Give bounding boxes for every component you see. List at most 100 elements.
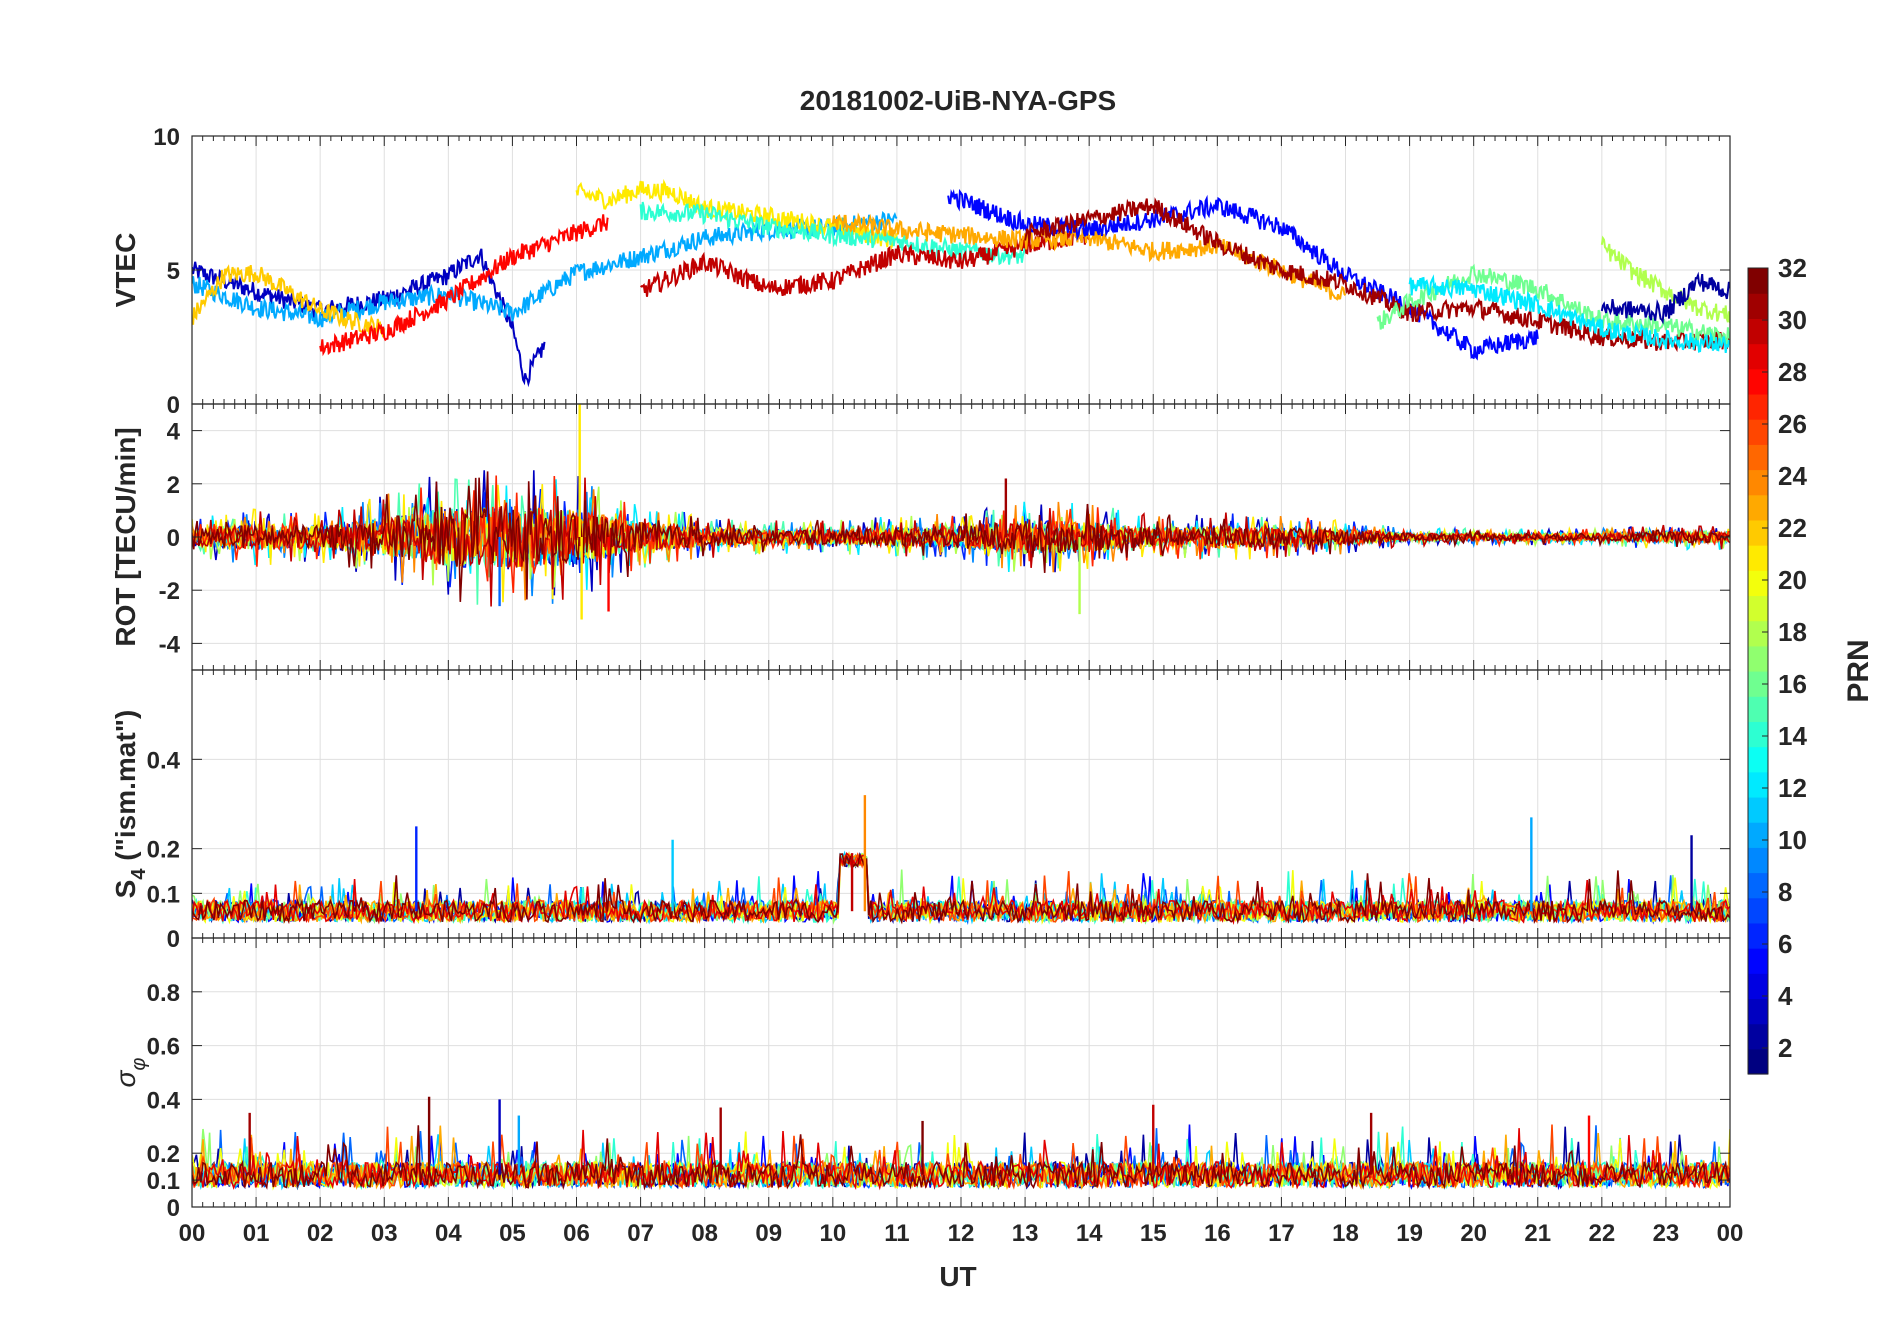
x-tick-label: 11 — [884, 1220, 909, 1247]
panel-3: 00.10.20.4S4 ("ism.mat") — [110, 669, 1731, 953]
y-tick-label: 0 — [167, 392, 180, 419]
vtec-series-prn-12 — [1408, 274, 1730, 354]
y-label-sub: φ — [128, 1058, 150, 1071]
y-tick-label: 0.8 — [147, 980, 180, 1007]
colorbar-segment — [1748, 444, 1768, 471]
y-axis-label-1: VTEC — [110, 233, 141, 308]
colorbar-segment — [1748, 469, 1768, 496]
colorbar-segment — [1748, 293, 1768, 319]
rot-series-prn-32 — [192, 471, 1730, 602]
sigma-phi-series-prn-29 — [192, 1128, 1730, 1191]
colorbar-segment — [1748, 268, 1768, 294]
colorbar-segment — [1748, 368, 1768, 395]
y-tick-label: 0.4 — [147, 1087, 181, 1114]
colorbar-frame — [1747, 267, 1769, 1075]
s4-series-prn-32 — [192, 852, 1730, 925]
colorbar-segment — [1748, 1048, 1768, 1075]
colorbar-tick-label: 2 — [1778, 1033, 1792, 1063]
colorbar-segment — [1748, 318, 1768, 345]
colorbar-tick-label: 22 — [1778, 513, 1807, 543]
x-tick-label: 20 — [1460, 1220, 1487, 1247]
colorbar-tick-label: 16 — [1778, 669, 1807, 699]
y-tick-label: 0.1 — [147, 881, 180, 908]
x-tick-label: 04 — [435, 1220, 462, 1247]
y-tick-label: -4 — [159, 631, 181, 658]
vtec-series-prn-21 — [575, 178, 898, 251]
y-tick-label: 2 — [167, 472, 180, 499]
y-tick-label: 0.2 — [147, 837, 180, 864]
y-axis-label-2: ROT [TECU/min] — [110, 427, 141, 646]
x-tick-label: 03 — [371, 1220, 398, 1247]
y-tick-label: 0 — [167, 926, 180, 953]
colorbar-segment — [1748, 897, 1768, 924]
vtec-series-prn-30 — [640, 227, 1091, 297]
y-tick-label: 10 — [153, 124, 180, 151]
colorbar-tick-label: 18 — [1778, 617, 1807, 647]
colorbar-tick-label: 24 — [1778, 461, 1807, 491]
vtec-series-prn-3 — [192, 248, 546, 388]
colorbar-tick-label: 14 — [1778, 721, 1807, 751]
y-label-main: S — [110, 880, 141, 899]
y-tick-label: 0 — [167, 1195, 180, 1222]
colorbar-tick-label: 26 — [1778, 409, 1807, 439]
colorbar-segment — [1748, 620, 1768, 647]
x-tick-label: 09 — [755, 1220, 782, 1247]
data-layer — [192, 795, 1730, 925]
y-label-sub: 4 — [128, 868, 150, 880]
vtec-series-prn-22 — [192, 264, 386, 338]
y-tick-label: 4 — [167, 419, 181, 446]
y-label-main: σ — [110, 1069, 141, 1087]
colorbar-segment — [1748, 393, 1768, 420]
colorbar-tick-label: 30 — [1778, 305, 1807, 335]
colorbar-segment — [1748, 771, 1768, 798]
x-tick-label: 01 — [243, 1220, 270, 1247]
x-tick-label: 08 — [691, 1220, 718, 1247]
colorbar-segment — [1748, 847, 1768, 874]
colorbar-segment — [1748, 419, 1768, 445]
x-tick-label: 22 — [1588, 1220, 1615, 1247]
x-tick-label: 14 — [1076, 1220, 1103, 1247]
colorbar-label: PRN — [1842, 639, 1875, 702]
y-tick-label: 0.1 — [147, 1168, 180, 1195]
y-tick-label: 0.2 — [147, 1141, 180, 1168]
colorbar-segment — [1748, 796, 1768, 823]
vtec-series-prn-2 — [1600, 271, 1730, 325]
colorbar-tick-label: 28 — [1778, 357, 1807, 387]
data-layer — [192, 404, 1730, 620]
colorbar-segment — [1748, 746, 1768, 773]
data-layer — [192, 1096, 1730, 1191]
x-tick-label: 05 — [499, 1220, 526, 1247]
x-tick-label: 23 — [1653, 1220, 1680, 1247]
x-tick-label: 10 — [819, 1220, 846, 1247]
x-tick-label: 17 — [1268, 1220, 1295, 1247]
panel-4: 00.10.2 0.4 0.6 0.8 σφ 00 01 02 03 04 05 06 07 08 09 10… — [110, 937, 1744, 1247]
colorbar-segment — [1748, 696, 1768, 722]
sigma-phi-series-prn-26 — [192, 1124, 1730, 1190]
colorbar-segment — [1748, 973, 1768, 1000]
vtec-series-prn-5 — [947, 188, 1539, 361]
colorbar-tick-label: 12 — [1778, 773, 1807, 803]
vtec-series-prn-28 — [319, 214, 609, 357]
colorbar-segment — [1748, 645, 1768, 672]
y-tick-label: 5 — [167, 258, 180, 285]
data-layer — [192, 178, 1730, 388]
x-tick-label: 00 — [1717, 1220, 1744, 1247]
colorbar-tick-label: 8 — [1778, 877, 1792, 907]
x-tick-label: 15 — [1140, 1220, 1167, 1247]
y-tick-label: 0.6 — [147, 1034, 180, 1061]
x-tick-label: 06 — [563, 1220, 590, 1247]
colorbar-segment — [1748, 1023, 1768, 1050]
y-label-rest: ("ism.mat") — [110, 710, 141, 869]
colorbar-tick-label: 20 — [1778, 565, 1807, 595]
colorbar-segment — [1748, 545, 1768, 571]
x-tick-label: 16 — [1204, 1220, 1231, 1247]
colorbar-segment — [1748, 721, 1768, 748]
colorbar-tick-label: 32 — [1778, 253, 1807, 283]
vtec-series-prn-18 — [1600, 235, 1730, 323]
x-tick-label: 02 — [307, 1220, 334, 1247]
colorbar-tick-label: 10 — [1778, 825, 1807, 855]
x-tick-label: 18 — [1332, 1220, 1359, 1247]
x-tick-label: 21 — [1524, 1220, 1551, 1247]
